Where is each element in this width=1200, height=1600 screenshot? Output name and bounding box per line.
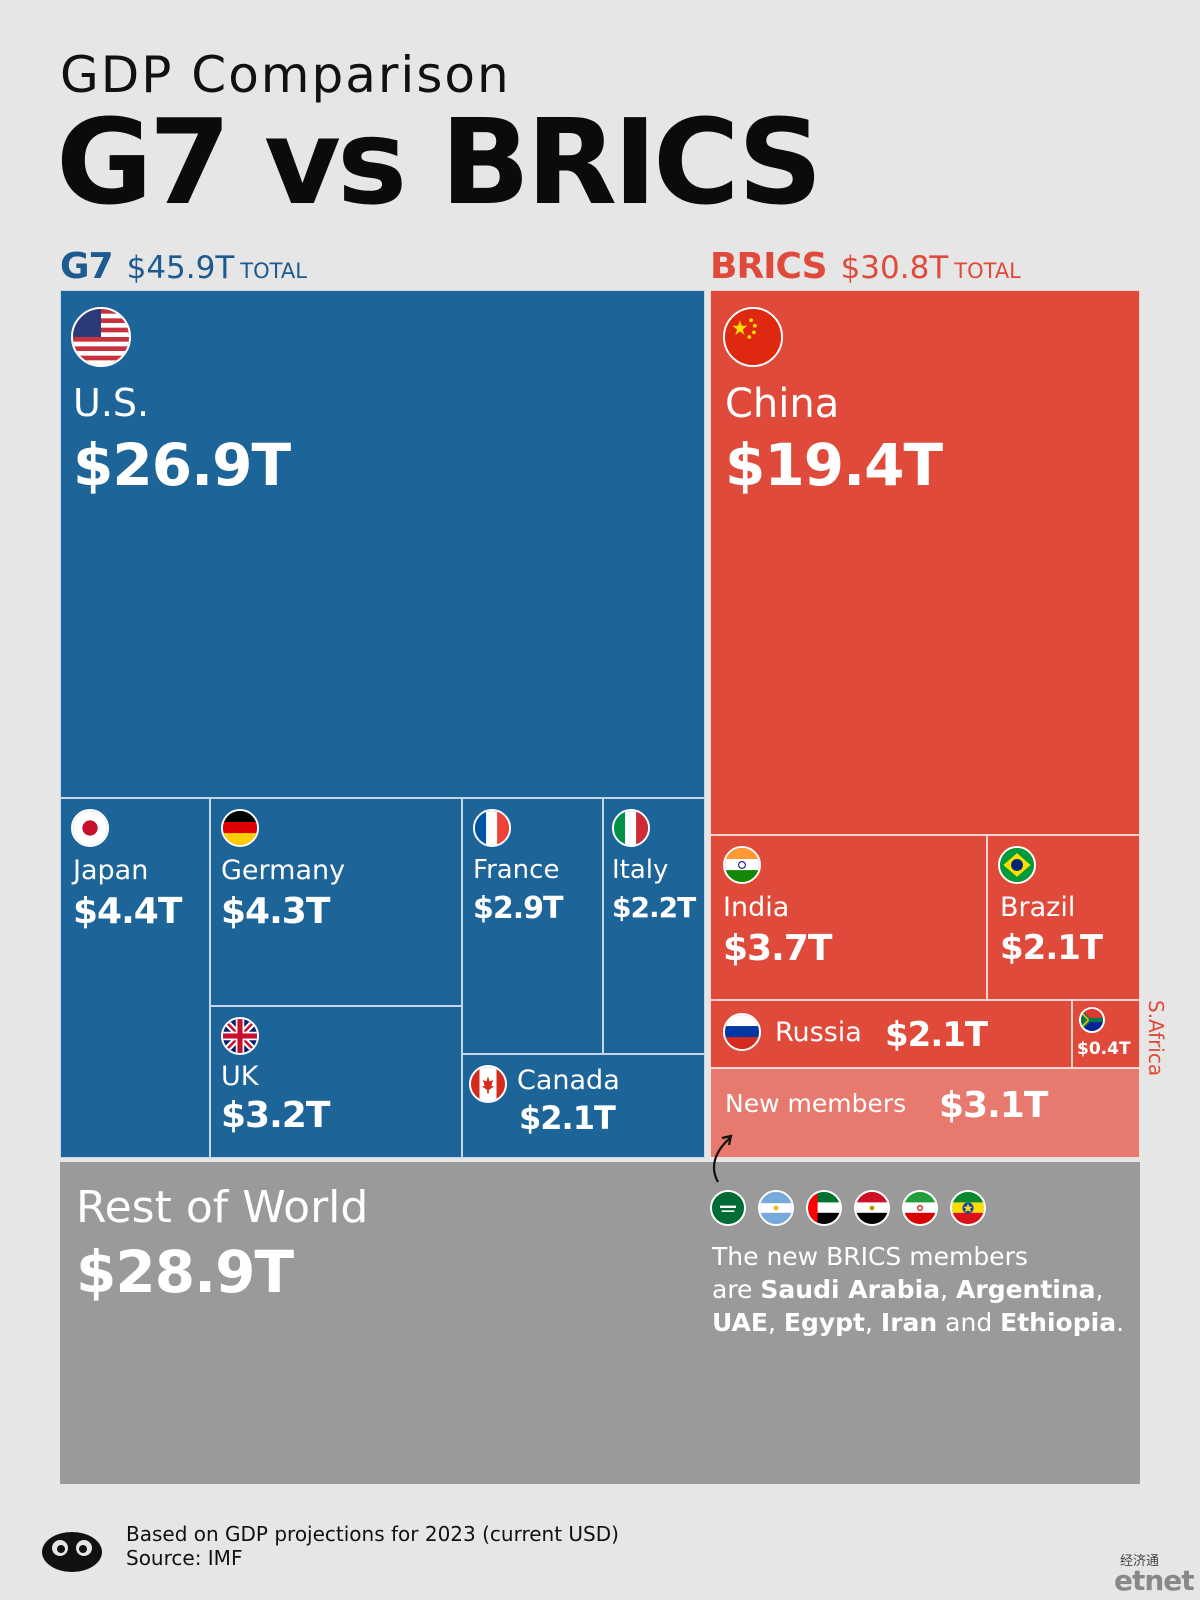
ethiopia-flag-icon (950, 1190, 986, 1226)
g7-header: G7 $45.9T TOTAL (60, 246, 307, 287)
cell-germany: Germany $4.3T (210, 798, 462, 1006)
japan-flag-icon (71, 809, 109, 847)
note-argentina: Argentina (956, 1275, 1096, 1304)
canada-flag-icon (469, 1065, 507, 1103)
brazil-value: $2.1T (1000, 928, 1103, 968)
germany-flag-icon (221, 809, 259, 847)
note-ethiopia: Ethiopia (1000, 1308, 1117, 1337)
cell-new-members: New members $3.1T (710, 1068, 1140, 1158)
footer-basis: Based on GDP projections for 2023 (curre… (126, 1522, 619, 1546)
footer: Based on GDP projections for 2023 (curre… (126, 1522, 619, 1570)
brics-total: $30.8T (840, 250, 949, 286)
us-flag-icon (71, 307, 131, 367)
rest-name: Rest of World (76, 1182, 369, 1233)
germany-value: $4.3T (221, 891, 330, 932)
note-uae: UAE (712, 1308, 768, 1337)
publisher-logo-icon (42, 1532, 102, 1572)
us-value: $26.9T (73, 431, 291, 499)
india-name: India (723, 892, 790, 923)
brics-label: BRICS (710, 246, 828, 287)
canada-name: Canada (517, 1065, 620, 1096)
italy-name: Italy (612, 855, 669, 885)
note-saudi: Saudi Arabia (760, 1275, 941, 1304)
cell-uk: UK $3.2T (210, 1006, 462, 1158)
g7-label: G7 (60, 246, 114, 287)
cell-china: China $19.4T (710, 290, 1140, 835)
russia-flag-icon (723, 1013, 761, 1051)
russia-value: $2.1T (885, 1015, 988, 1055)
argentina-flag-icon (758, 1190, 794, 1226)
india-flag-icon (723, 846, 761, 884)
india-value: $3.7T (723, 928, 832, 969)
uk-flag-icon (221, 1017, 259, 1055)
south-africa-flag-icon (1079, 1007, 1105, 1033)
g7-total-unit: TOTAL (240, 259, 307, 283)
italy-value: $2.2T (612, 891, 696, 924)
uk-name: UK (221, 1061, 259, 1092)
france-name: France (473, 855, 560, 885)
note-iran: Iran (880, 1308, 938, 1337)
china-value: $19.4T (725, 431, 943, 499)
brazil-flag-icon (998, 846, 1036, 884)
uae-flag-icon (806, 1190, 842, 1226)
italy-flag-icon (612, 809, 650, 847)
uk-value: $3.2T (221, 1095, 330, 1136)
watermark-brand: etnet (1114, 1564, 1195, 1597)
footer-source: Source: IMF (126, 1546, 243, 1570)
egypt-flag-icon (854, 1190, 890, 1226)
russia-name: Russia (775, 1017, 862, 1048)
china-flag-icon (723, 307, 783, 367)
cell-france: France $2.9T (462, 798, 603, 1054)
germany-name: Germany (221, 855, 346, 886)
watermark-cn: 经济通 (1120, 1554, 1160, 1569)
g7-total: $45.9T (126, 250, 235, 286)
rest-value: $28.9T (76, 1238, 294, 1306)
cell-canada: Canada $2.1T (462, 1054, 705, 1158)
cell-south-africa: $0.4T (1072, 1000, 1140, 1068)
china-name: China (725, 381, 840, 427)
france-value: $2.9T (473, 891, 563, 926)
note-line3: UAE, Egypt, Iran and Ethiopia. (712, 1308, 1125, 1337)
brics-header: BRICS $30.8T TOTAL (710, 246, 1021, 287)
note-line1: The new BRICS members (712, 1242, 1028, 1271)
cell-brazil: Brazil $2.1T (987, 835, 1140, 1000)
chart-subtitle: GDP Comparison (60, 46, 511, 104)
japan-name: Japan (73, 855, 149, 886)
brazil-name: Brazil (1000, 892, 1076, 923)
canada-value: $2.1T (519, 1099, 616, 1137)
cell-russia: Russia $2.1T (710, 1000, 1072, 1068)
new-members-note: The new BRICS members are Saudi Arabia, … (712, 1240, 1132, 1339)
brics-total-unit: TOTAL (954, 259, 1021, 283)
cell-us: U.S. $26.9T (60, 290, 705, 798)
note-egypt: Egypt (783, 1308, 865, 1337)
cell-japan: Japan $4.4T (60, 798, 210, 1158)
south-africa-label-wrap: S.Africa (1140, 1000, 1174, 1084)
chart-title: G7 vs BRICS (56, 93, 823, 231)
cell-italy: Italy $2.2T (603, 798, 705, 1054)
new-members-name: New members (725, 1089, 907, 1118)
cell-india: India $3.7T (710, 835, 987, 1000)
saudi-flag-icon (710, 1190, 746, 1226)
arrow-icon (712, 1134, 733, 1183)
note-line2: are Saudi Arabia, Argentina, (712, 1275, 1104, 1304)
japan-value: $4.4T (73, 891, 182, 932)
new-members-value: $3.1T (939, 1085, 1048, 1126)
iran-flag-icon (902, 1190, 938, 1226)
south-africa-name: S.Africa (1144, 1000, 1168, 1077)
france-flag-icon (473, 809, 511, 847)
south-africa-value: $0.4T (1077, 1039, 1131, 1059)
us-name: U.S. (73, 381, 150, 425)
